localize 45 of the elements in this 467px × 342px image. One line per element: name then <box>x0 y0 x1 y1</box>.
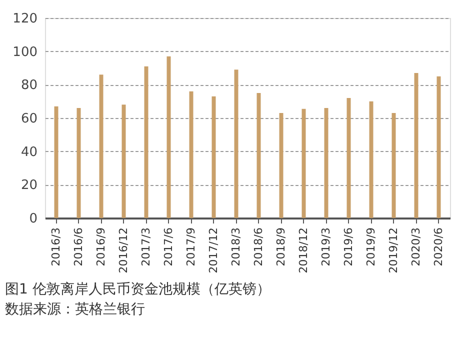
y-tick-label: 40 <box>20 144 38 160</box>
y-tick-label: 20 <box>20 178 38 194</box>
x-tick-label: 2020/3 <box>409 228 422 266</box>
source-note: 数据来源：英格兰银行 <box>5 302 145 318</box>
x-tick-label: 2018/12 <box>296 228 310 274</box>
bar <box>122 104 126 218</box>
bar <box>279 113 284 218</box>
x-tick-label: 2019/12 <box>386 228 400 274</box>
x-tick-label: 2019/3 <box>319 228 332 266</box>
text: 图1 伦敦离岸人民币资金池规模（亿英镑） <box>5 282 270 298</box>
bar <box>189 91 194 218</box>
bar <box>324 108 328 218</box>
x-tick-label: 2018/6 <box>252 228 265 266</box>
bar <box>144 66 148 218</box>
y-tick-label: 80 <box>20 78 38 94</box>
bar <box>369 101 374 218</box>
bar <box>302 108 306 218</box>
x-tick-label: 2018/3 <box>229 228 242 266</box>
bar <box>436 76 441 218</box>
x-tick-label: 2019/9 <box>364 228 378 266</box>
bar <box>392 113 396 218</box>
y-tick-label: 0 <box>29 212 38 226</box>
y-tick-label: 100 <box>12 44 38 60</box>
bar <box>76 108 81 218</box>
x-tick-label: 2020/6 <box>432 228 445 266</box>
x-tick-label: 2016/3 <box>49 228 62 266</box>
x-tick-label: 2016/12 <box>116 228 130 274</box>
x-tick-label: 2017/12 <box>206 228 220 274</box>
bar <box>234 70 238 218</box>
y-tick-label: 60 <box>20 112 38 126</box>
bar <box>54 106 58 218</box>
bar <box>414 73 418 218</box>
x-tick-label: 2017/6 <box>162 228 175 266</box>
x-tick-label: 2018/9 <box>274 228 288 266</box>
bar <box>99 74 104 218</box>
bar <box>346 98 351 218</box>
x-tick-label: 2017/9 <box>184 228 198 266</box>
y-tick-label: 120 <box>12 12 38 26</box>
x-tick-label: 2016/6 <box>72 228 85 266</box>
bar <box>212 96 216 218</box>
x-tick-label: 2017/3 <box>139 228 152 266</box>
x-tick-label: 2016/9 <box>94 228 108 266</box>
bar <box>166 56 171 218</box>
x-tick-label: 2019/6 <box>342 228 355 266</box>
bar <box>256 93 261 218</box>
